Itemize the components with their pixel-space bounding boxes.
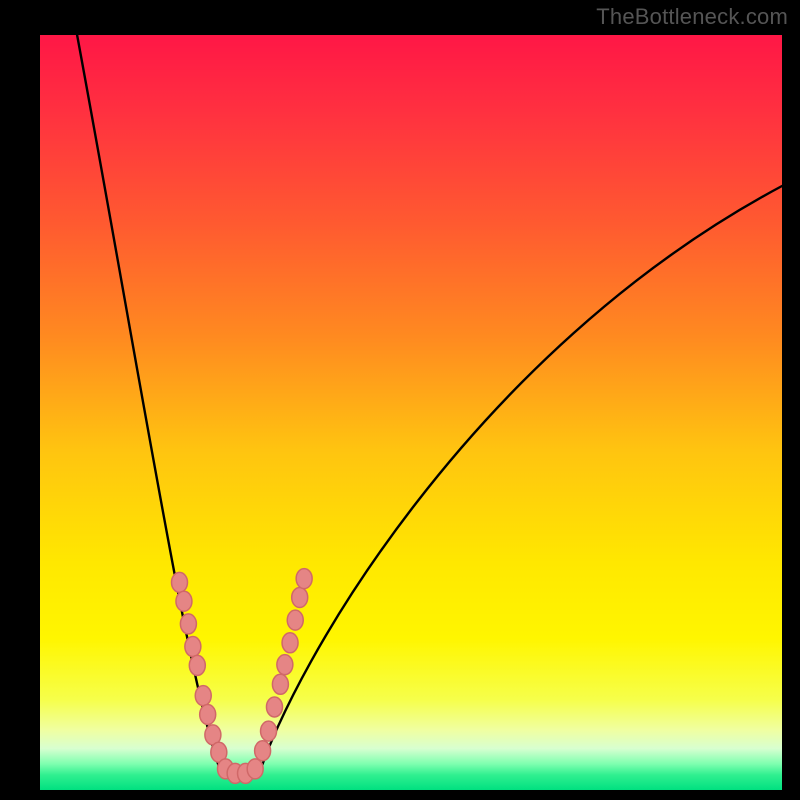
data-marker xyxy=(176,591,192,611)
watermark-text: TheBottleneck.com xyxy=(596,4,788,30)
data-marker xyxy=(255,741,271,761)
data-marker xyxy=(287,610,303,630)
data-marker xyxy=(189,655,205,675)
data-marker xyxy=(195,686,211,706)
data-marker xyxy=(277,655,293,675)
data-marker xyxy=(171,572,187,592)
data-marker xyxy=(185,637,201,657)
data-marker xyxy=(247,759,263,779)
data-marker xyxy=(282,633,298,653)
data-marker xyxy=(272,674,288,694)
plot-background xyxy=(40,35,782,790)
data-marker xyxy=(266,697,282,717)
data-marker xyxy=(261,721,277,741)
data-marker xyxy=(296,569,312,589)
chart-root: TheBottleneck.com xyxy=(0,0,800,800)
chart-svg xyxy=(0,0,800,800)
data-marker xyxy=(292,587,308,607)
data-marker xyxy=(200,705,216,725)
data-marker xyxy=(180,614,196,634)
chart-container xyxy=(0,0,800,800)
